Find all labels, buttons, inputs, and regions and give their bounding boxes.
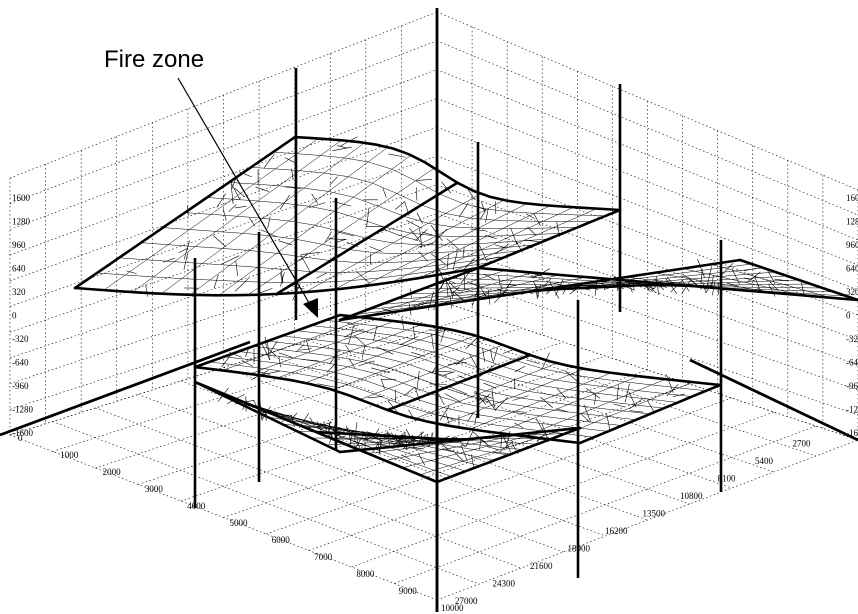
floor-grid <box>9 299 858 601</box>
z-tick-right: 960 <box>846 240 858 250</box>
z-tick-left: -1280 <box>12 405 33 415</box>
left-floor-axis <box>0 340 251 437</box>
y-tick: 8100 <box>718 474 737 484</box>
z-tick-right: -320 <box>846 334 858 344</box>
x-tick: 9000 <box>399 586 418 596</box>
y-tick: 10800 <box>680 491 703 501</box>
z-tick-right: 640 <box>846 264 858 274</box>
x-tick: 3000 <box>145 484 164 494</box>
z-tick-right: 0 <box>846 311 851 321</box>
back-wall-grid <box>9 11 858 441</box>
z-tick-right: 320 <box>846 287 858 297</box>
z-tick-right: -640 <box>846 358 858 368</box>
x-tick: 4000 <box>187 501 206 511</box>
tick-labels: 1600 1280 960 640 320 0 -320 -640 -960 -1280 -1600… <box>12 193 858 613</box>
y-tick: 16200 <box>605 526 628 536</box>
vertical-wells <box>193 68 723 612</box>
z-tick-right: -1600 <box>846 428 858 438</box>
y-tick: 5400 <box>755 456 774 466</box>
x-tick: 10000 <box>441 603 464 613</box>
z-tick-left: 0 <box>12 311 17 321</box>
z-tick-right: 1280 <box>846 217 858 227</box>
upper-seam-surface <box>73 135 622 301</box>
z-tick-right: 1600 <box>846 193 858 203</box>
right-floor-axis <box>689 358 858 442</box>
fire-zone-annotation: Fire zone <box>104 46 318 318</box>
z-tick-left: 960 <box>12 240 26 250</box>
y-tick: 18900 <box>568 544 591 554</box>
z-tick-left: -320 <box>12 334 29 344</box>
x-tick: 0 <box>18 433 23 443</box>
x-tick: 5000 <box>230 518 249 528</box>
z-tick-left: -640 <box>12 358 29 368</box>
x-tick: 2000 <box>103 467 122 477</box>
z-tick-right: -960 <box>846 381 858 391</box>
y-tick: 24300 <box>493 579 516 589</box>
x-tick: 1000 <box>60 450 79 460</box>
x-tick: 6000 <box>272 535 291 545</box>
upper-seam-right-surface <box>338 258 858 322</box>
main-axes <box>0 8 858 612</box>
y-tick: 21600 <box>530 561 553 571</box>
x-tick: 8000 <box>356 569 375 579</box>
z-tick-left: -1600 <box>12 428 33 438</box>
x-tick: 7000 <box>314 552 333 562</box>
y-tick: 2700 <box>793 439 812 449</box>
z-tick-left: 1280 <box>12 217 31 227</box>
z-tick-left: 1600 <box>12 193 31 203</box>
y-tick: 13500 <box>643 509 666 519</box>
z-tick-right: -1280 <box>846 405 858 415</box>
seam-surfaces <box>73 135 858 484</box>
z-tick-left: 640 <box>12 264 26 274</box>
y-tick: 27000 <box>455 596 478 606</box>
lower-seam-surface <box>193 313 722 445</box>
lower-seam-front-surface <box>193 380 582 484</box>
z-tick-left: -960 <box>12 381 29 391</box>
fire-zone-label: Fire zone <box>104 46 204 73</box>
z-tick-left: 320 <box>12 287 26 297</box>
